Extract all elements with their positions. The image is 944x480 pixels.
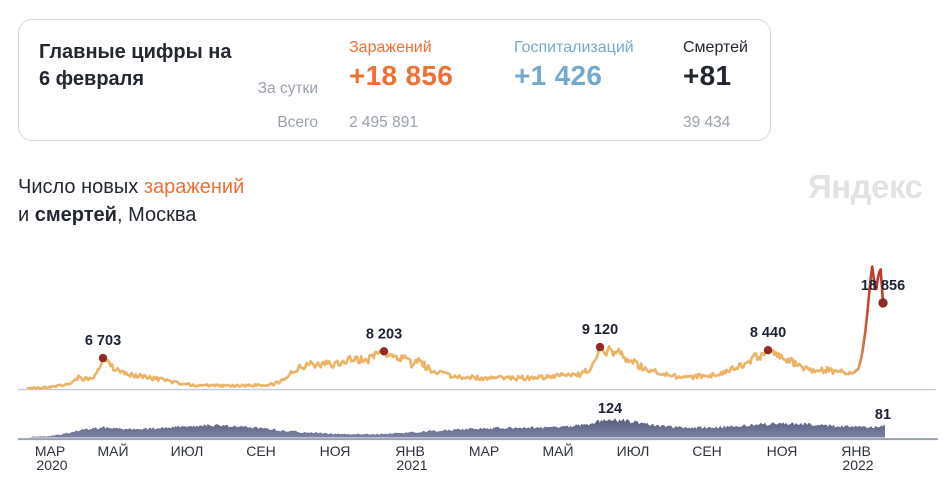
deaths-value-label: 81 [875, 407, 891, 423]
month-tick-label: ИЮЛ [617, 443, 650, 459]
peak-dot [878, 298, 888, 308]
deaths-daily-value: +81 [683, 60, 732, 91]
row-label-daily: За сутки [257, 80, 318, 97]
peak-label: 8 203 [366, 326, 402, 342]
chart-title: Число новых заражений и смертей, Москва [18, 173, 244, 229]
peak-label: 9 120 [582, 322, 618, 338]
peak-dot [379, 347, 389, 356]
deaths-total-value: 39 434 [683, 114, 731, 131]
year-label: 2020 [36, 457, 67, 473]
infections-line [26, 265, 885, 390]
chart-title-infections-highlight: заражений [143, 176, 245, 198]
chart-title-text: Число новых [18, 176, 144, 198]
month-tick-label: СЕН [246, 443, 276, 459]
deaths-label: Смертей [683, 39, 748, 56]
row-label-total: Всего [277, 114, 318, 131]
year-label: 2021 [396, 457, 427, 473]
chart-title-text2: и [18, 204, 35, 226]
card-heading-line2: 6 февраля [39, 68, 145, 90]
month-tick-label: ИЮЛ [171, 443, 204, 459]
card-heading: Главные цифры на 6 февраля [39, 39, 231, 93]
hospitalizations-daily-value: +1 426 [514, 60, 603, 91]
peak-dot [763, 346, 773, 355]
month-tick-label: МАЙ [97, 442, 128, 459]
peak-label: 6 703 [85, 333, 121, 349]
chart-title-deaths-highlight: смертей [34, 204, 117, 226]
peak-dot [98, 353, 108, 363]
chart-title-line1: Число новых заражений [18, 173, 244, 201]
yandex-logo: Яндекс [808, 168, 923, 205]
infections-total-value: 2 495 891 [349, 114, 418, 131]
month-tick-label: ЯНВ [395, 443, 425, 459]
peak-label: 8 440 [750, 325, 786, 341]
summary-card: Главные цифры на 6 февраля За сутки Всег… [18, 19, 771, 141]
deaths-value-label: 124 [598, 401, 622, 417]
peak-dot [595, 342, 605, 352]
chart-title-suffix: , Москва [116, 204, 197, 226]
month-tick-label: МАР [35, 443, 65, 459]
month-tick-label: МАЙ [542, 442, 573, 459]
month-tick-label: НОЯ [767, 443, 798, 459]
year-label: 2022 [842, 457, 873, 473]
infections-daily-value: +18 856 [349, 60, 454, 91]
month-tick-label: ЯНВ [841, 443, 871, 459]
hospitalizations-label: Госпитализаций [514, 39, 634, 56]
peak-label: 18 856 [861, 278, 905, 294]
month-tick-label: СЕН [692, 443, 722, 459]
chart-title-line2: и смертей, Москва [18, 201, 244, 229]
card-heading-line1: Главные цифры на [39, 41, 232, 63]
month-tick-label: МАР [469, 443, 499, 459]
month-tick-label: НОЯ [320, 443, 351, 459]
deaths-area [30, 418, 885, 438]
infections-label: Заражений [349, 39, 432, 56]
